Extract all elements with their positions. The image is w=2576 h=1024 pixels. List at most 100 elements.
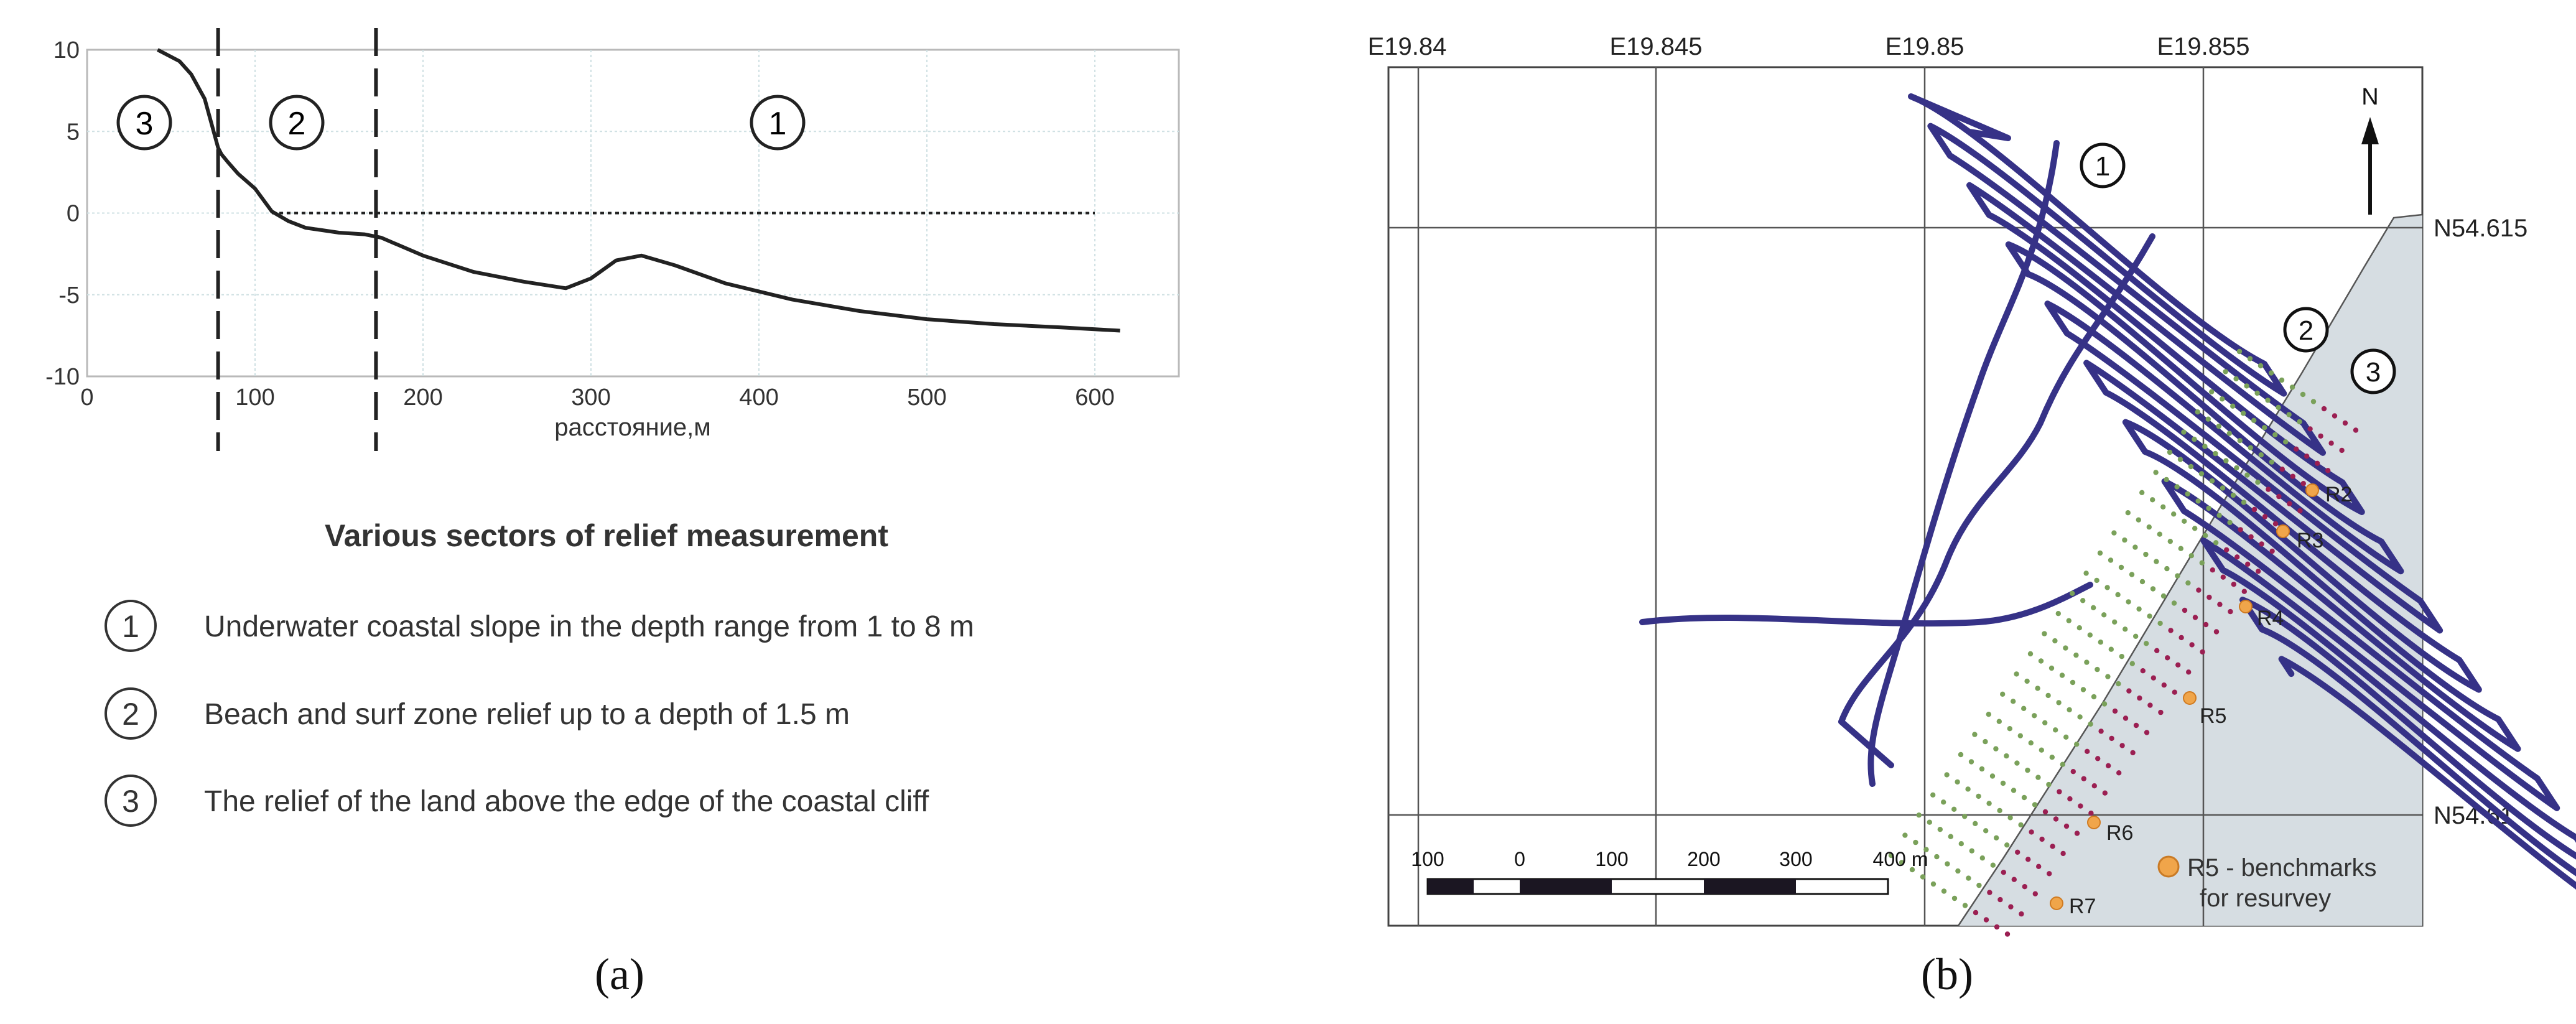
cliff-point — [2011, 877, 2017, 882]
beach-point — [2174, 484, 2180, 490]
beach-point — [2091, 694, 2097, 700]
cliff-point — [2342, 420, 2348, 426]
svg-text:3: 3 — [136, 106, 154, 142]
cliff-point — [2140, 668, 2146, 674]
x-tick-label: 100 — [235, 384, 274, 411]
beach-point — [1955, 868, 1961, 874]
beach-point — [1923, 847, 1929, 852]
cliff-point — [2022, 884, 2027, 890]
beach-point — [1993, 746, 1999, 752]
beach-point — [2021, 794, 2027, 801]
cliff-point — [2147, 702, 2153, 708]
svg-text:3: 3 — [2366, 357, 2381, 388]
beach-point — [2118, 564, 2124, 570]
beach-point — [2223, 369, 2228, 375]
beach-point — [2035, 686, 2040, 691]
beach-point — [2143, 551, 2149, 557]
beach-point — [2074, 742, 2080, 747]
legend-number: 2 — [122, 697, 139, 732]
beach-point — [2234, 465, 2239, 471]
beach-point — [2192, 436, 2197, 442]
cliff-point — [2130, 750, 2136, 756]
beach-point — [2049, 755, 2055, 760]
beach-point — [2101, 701, 2108, 707]
beach-point — [2182, 518, 2187, 524]
beach-point — [2027, 651, 2034, 657]
benchmark-r5: R5 — [2183, 691, 2226, 728]
beach-point — [2216, 513, 2222, 518]
coastline — [1957, 213, 2423, 926]
cliff-point — [2151, 675, 2156, 681]
beach-point — [2213, 540, 2219, 546]
lat-label: N54.615 — [2434, 215, 2527, 242]
beach-point — [2098, 640, 2103, 645]
beach-point — [2039, 747, 2044, 753]
cliff-point — [2133, 722, 2139, 728]
svg-text:2: 2 — [288, 106, 306, 142]
beach-point — [2153, 470, 2159, 475]
beach-point — [2220, 485, 2226, 491]
beach-point — [2227, 519, 2233, 526]
cliff-point — [2297, 508, 2303, 514]
beach-point — [2032, 713, 2037, 719]
beach-point — [1979, 766, 1985, 772]
cliff-point — [2200, 649, 2205, 655]
svg-text:2: 2 — [2299, 315, 2313, 346]
beach-point — [2272, 432, 2278, 437]
beach-point — [2198, 471, 2205, 477]
cliff-point — [2008, 904, 2014, 910]
beach-point — [2195, 409, 2200, 415]
beach-point — [2063, 734, 2069, 740]
cliff-point — [2047, 871, 2052, 877]
cliff-point — [2304, 454, 2310, 459]
cliff-point — [2161, 682, 2167, 688]
cliff-point — [2070, 769, 2076, 775]
cliff-point — [2168, 628, 2174, 633]
beach-point — [2230, 403, 2236, 409]
cliff-point — [2276, 493, 2282, 500]
legend-text: Underwater coastal slope in the depth ra… — [204, 610, 974, 643]
beach-point — [2205, 416, 2211, 422]
beach-point — [2276, 404, 2281, 411]
cliff-point — [2251, 506, 2257, 513]
beach-point — [2181, 429, 2187, 435]
beach-point — [2185, 580, 2191, 586]
cliff-point — [2213, 629, 2220, 635]
beach-point — [1899, 860, 1905, 865]
cliff-point — [2234, 554, 2240, 560]
scale-label: 100 — [1595, 848, 1628, 870]
beach-point — [2248, 445, 2253, 450]
beach-point — [1986, 801, 1992, 806]
beach-point — [2070, 590, 2075, 596]
beach-point — [2188, 463, 2194, 470]
beach-point — [1909, 867, 1915, 873]
beach-point — [2101, 612, 2107, 618]
beach-point — [2018, 822, 2024, 828]
profile-x-axis-label: расстояние,м — [554, 414, 711, 441]
cliff-point — [2175, 662, 2181, 668]
cliff-point — [2119, 743, 2125, 748]
beach-point — [2080, 687, 2086, 692]
cliff-point — [2106, 763, 2111, 769]
cliff-point — [2053, 816, 2059, 822]
beach-point — [2084, 659, 2090, 665]
cliff-point — [2210, 567, 2215, 573]
cliff-point — [2154, 648, 2160, 654]
cliff-point — [2081, 776, 2086, 781]
beach-point — [2206, 505, 2211, 511]
legend-text: The relief of the land above the edge of… — [204, 785, 929, 818]
beach-point — [2055, 611, 2061, 617]
beach-point — [2160, 504, 2166, 510]
beach-point — [2025, 767, 2030, 773]
svg-text:R3: R3 — [2297, 529, 2323, 552]
panel-a: 10 5 0 -5 -10 0 100 200 300 400 500 600 3 2 1 расс… — [45, 28, 1180, 999]
beach-point — [2004, 842, 2010, 848]
cliff-point — [2158, 709, 2164, 715]
profile-y-tick-labels: 10 5 0 -5 -10 — [45, 37, 80, 390]
beach-point — [2199, 560, 2205, 566]
zone-label-3: 3 — [116, 95, 172, 151]
zone-label-2: 2 — [269, 95, 325, 151]
beach-point — [2150, 497, 2155, 503]
beach-point — [2244, 472, 2250, 478]
beach-point — [2157, 620, 2163, 626]
